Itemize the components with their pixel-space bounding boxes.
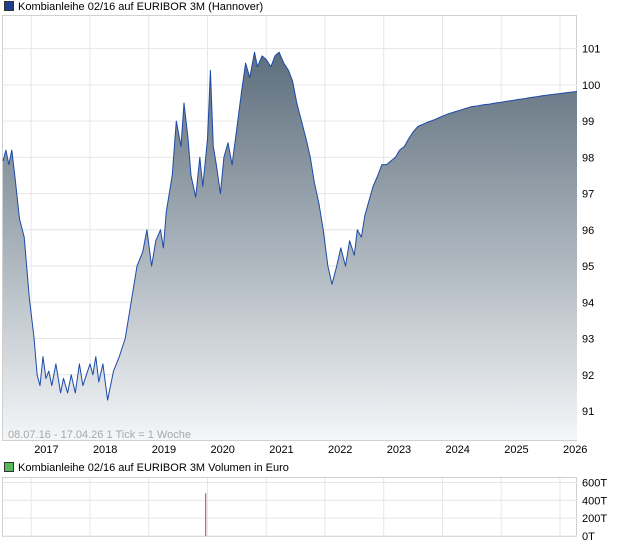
volume-legend-swatch [4, 462, 14, 472]
date-range-info: 08.07.16 - 17.04.26 1 Tick = 1 Woche [8, 429, 191, 441]
price-y-tick-label: 91 [582, 406, 594, 418]
x-tick-label: 2018 [93, 444, 117, 456]
price-y-tick-label: 101 [582, 44, 600, 56]
volume-y-tick-label: 400T [582, 495, 607, 507]
price-area-fill [3, 52, 577, 440]
price-area [2, 51, 578, 440]
price-y-tick-label: 97 [582, 189, 594, 201]
x-tick-label: 2025 [504, 444, 528, 456]
price-legend-label: Kombianleihe 02/16 auf EURIBOR 3M (Hanno… [18, 1, 264, 13]
x-tick-label: 2023 [387, 444, 411, 456]
price-y-tick-label: 98 [582, 152, 594, 164]
x-tick-label: 2019 [152, 444, 176, 456]
price-y-tick-label: 99 [582, 116, 594, 128]
price-y-tick-label: 96 [582, 225, 594, 237]
x-tick-label: 2020 [210, 444, 234, 456]
x-tick-label: 2017 [34, 444, 58, 456]
volume-legend-label: Kombianleihe 02/16 auf EURIBOR 3M Volume… [18, 462, 289, 474]
axis-labels: 91 92 93 94 95 96 97 98 99 100 101 2017 2018 2019 2020… [34, 44, 607, 543]
price-series-legend: Kombianleihe 02/16 auf EURIBOR 3M (Hanno… [4, 0, 263, 14]
price-y-tick-label: 95 [582, 261, 594, 273]
price-y-tick-label: 92 [582, 370, 594, 382]
x-tick-label: 2021 [269, 444, 293, 456]
price-y-tick-label: 100 [582, 80, 600, 92]
volume-series-legend: Kombianleihe 02/16 auf EURIBOR 3M Volume… [4, 461, 289, 475]
x-tick-label: 2024 [445, 444, 469, 456]
x-tick-label: 2022 [328, 444, 352, 456]
price-y-tick-label: 93 [582, 334, 594, 346]
volume-chart-panel [2, 477, 577, 537]
x-tick-label: 2026 [563, 444, 587, 456]
volume-y-tick-label: 0T [582, 531, 595, 543]
price-line [2, 51, 578, 401]
volume-y-tick-label: 200T [582, 513, 607, 525]
price-y-tick-label: 94 [582, 297, 594, 309]
volume-y-tick-label: 600T [582, 477, 607, 489]
price-legend-swatch [4, 1, 14, 11]
